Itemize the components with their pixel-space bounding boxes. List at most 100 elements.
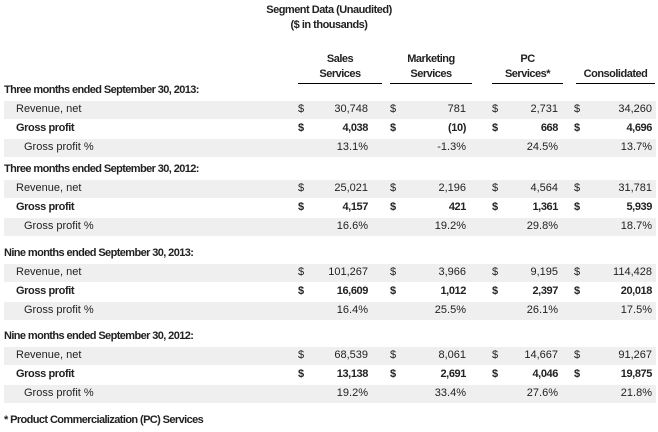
cell-value: 13,138	[336, 368, 369, 380]
currency-symbol: $	[574, 349, 581, 361]
cell-value: 33.4%	[434, 387, 466, 399]
section-title: Three months ended September 30, 2012:	[4, 163, 199, 175]
column-header-consolidated: Consolidated	[576, 52, 655, 84]
cell-value: 14,667	[524, 349, 558, 361]
column-header-pc-services: PC Services*	[492, 52, 563, 84]
cell-value: 2,731	[530, 103, 558, 115]
column-header-line: Services	[319, 68, 361, 80]
cell-value: 781	[447, 103, 466, 115]
cell-value: 27.6%	[526, 387, 558, 399]
cell-value: 16.4%	[336, 304, 368, 316]
row-label: Revenue, net	[16, 266, 82, 278]
cell-value: 16,609	[336, 285, 369, 297]
currency-symbol: $	[574, 368, 580, 380]
column-header-line: Consolidated	[583, 68, 648, 80]
currency-symbol: $	[298, 182, 305, 194]
section-title: Three months ended September 30, 2013:	[4, 84, 199, 96]
currency-symbol: $	[390, 349, 397, 361]
currency-symbol: $	[298, 103, 305, 115]
row-label: Gross profit %	[24, 220, 94, 232]
cell-value: 29.8%	[526, 220, 558, 232]
table-row-revenue: Revenue, net $68,539 $8,061 $14,667 $91,267	[4, 347, 656, 365]
cell-value: -1.3%	[437, 141, 466, 153]
cell-value: 91,267	[618, 349, 652, 361]
currency-symbol: $	[298, 266, 305, 278]
column-header-line: Marketing	[407, 53, 455, 65]
table-row-gross-profit: Gross profit $16,609 $1,012 $2,397 $20,018	[4, 283, 656, 301]
cell-value: 19,875	[620, 368, 653, 380]
column-header-marketing-services: Marketing Services	[390, 52, 472, 84]
cell-value: 4,038	[342, 122, 368, 134]
table-row-gross-profit-pct: Gross profit % 13.1% -1.3% 24.5% 13.7%	[4, 139, 656, 157]
column-header-line: Services	[410, 68, 452, 80]
cell-value: 9,195	[530, 266, 558, 278]
cell-value: 30,748	[334, 103, 368, 115]
cell-value: 34,260	[618, 103, 652, 115]
currency-symbol: $	[298, 122, 304, 134]
row-label: Gross profit	[16, 122, 75, 134]
currency-symbol: $	[390, 266, 397, 278]
currency-symbol: $	[390, 182, 397, 194]
cell-value: 31,781	[618, 182, 652, 194]
report-title: Segment Data (Unaudited)	[266, 4, 392, 16]
currency-symbol: $	[574, 285, 580, 297]
currency-symbol: $	[492, 182, 499, 194]
table-row-gross-profit: Gross profit $4,157 $421 $1,361 $5,939	[4, 199, 656, 217]
currency-symbol: $	[574, 182, 581, 194]
table-row-gross-profit-pct: Gross profit % 19.2% 33.4% 27.6% 21.8%	[4, 385, 656, 403]
column-header-line	[576, 52, 655, 67]
table-row-revenue: Revenue, net $25,021 $2,196 $4,564 $31,781	[4, 180, 656, 198]
table-row-gross-profit-pct: Gross profit % 16.6% 19.2% 29.8% 18.7%	[4, 218, 656, 236]
row-label: Gross profit	[16, 285, 75, 297]
row-label: Revenue, net	[16, 103, 82, 115]
cell-value: 1,012	[440, 285, 466, 297]
currency-symbol: $	[574, 103, 581, 115]
cell-value: 21.8%	[620, 387, 652, 399]
row-label: Revenue, net	[16, 182, 82, 194]
cell-value: 421	[448, 201, 467, 213]
cell-value: 13.7%	[620, 141, 652, 153]
currency-symbol: $	[390, 368, 396, 380]
currency-symbol: $	[390, 201, 396, 213]
cell-value: 19.2%	[434, 220, 466, 232]
row-label: Revenue, net	[16, 349, 82, 361]
report-subtitle: ($ in thousands)	[290, 19, 368, 31]
table-row-gross-profit: Gross profit $4,038 $ (10) $668 $4,696	[4, 120, 656, 138]
table-row-revenue: Revenue, net $101,267 $3,966 $9,195 $114,428	[4, 264, 656, 282]
currency-symbol: $	[298, 285, 304, 297]
cell-value: 8,061	[438, 349, 466, 361]
cell-value: 5,939	[626, 201, 652, 213]
currency-symbol: $	[492, 201, 498, 213]
cell-value: 20,018	[620, 285, 653, 297]
currency-symbol: $	[298, 349, 305, 361]
section-title: Nine months ended September 30, 2012:	[4, 330, 194, 342]
cell-value: 26.1%	[526, 304, 558, 316]
currency-symbol: $	[390, 122, 396, 134]
cell-value: 3,966	[438, 266, 466, 278]
currency-symbol: $	[298, 368, 304, 380]
cell-value: 101,267	[328, 266, 368, 278]
row-label: Gross profit %	[24, 141, 94, 153]
currency-symbol: $	[492, 349, 499, 361]
cell-value: 18.7%	[620, 220, 652, 232]
cell-value: 25.5%	[434, 304, 466, 316]
cell-value: 1,361	[532, 201, 558, 213]
cell-value: 16.6%	[336, 220, 368, 232]
cell-value: 2,397	[532, 285, 558, 297]
currency-symbol: $	[390, 103, 397, 115]
cell-value: 25,021	[334, 182, 368, 194]
currency-symbol: $	[492, 368, 498, 380]
column-header-line: Sales	[326, 53, 354, 65]
cell-value: 114,428	[613, 266, 652, 278]
column-header-line: PC	[520, 53, 535, 65]
column-header-sales-services: Sales Services	[298, 52, 382, 84]
currency-symbol: $	[492, 122, 498, 134]
cell-value: 24.5%	[526, 141, 558, 153]
row-label: Gross profit	[16, 201, 75, 213]
row-label: Gross profit %	[24, 304, 94, 316]
currency-symbol: $	[574, 201, 580, 213]
cell-value: (10)	[448, 122, 466, 134]
table-row-gross-profit: Gross profit $13,138 $2,691 $4,046 $19,875	[4, 366, 656, 384]
currency-symbol: $	[298, 201, 304, 213]
cell-value: 4,157	[342, 201, 368, 213]
